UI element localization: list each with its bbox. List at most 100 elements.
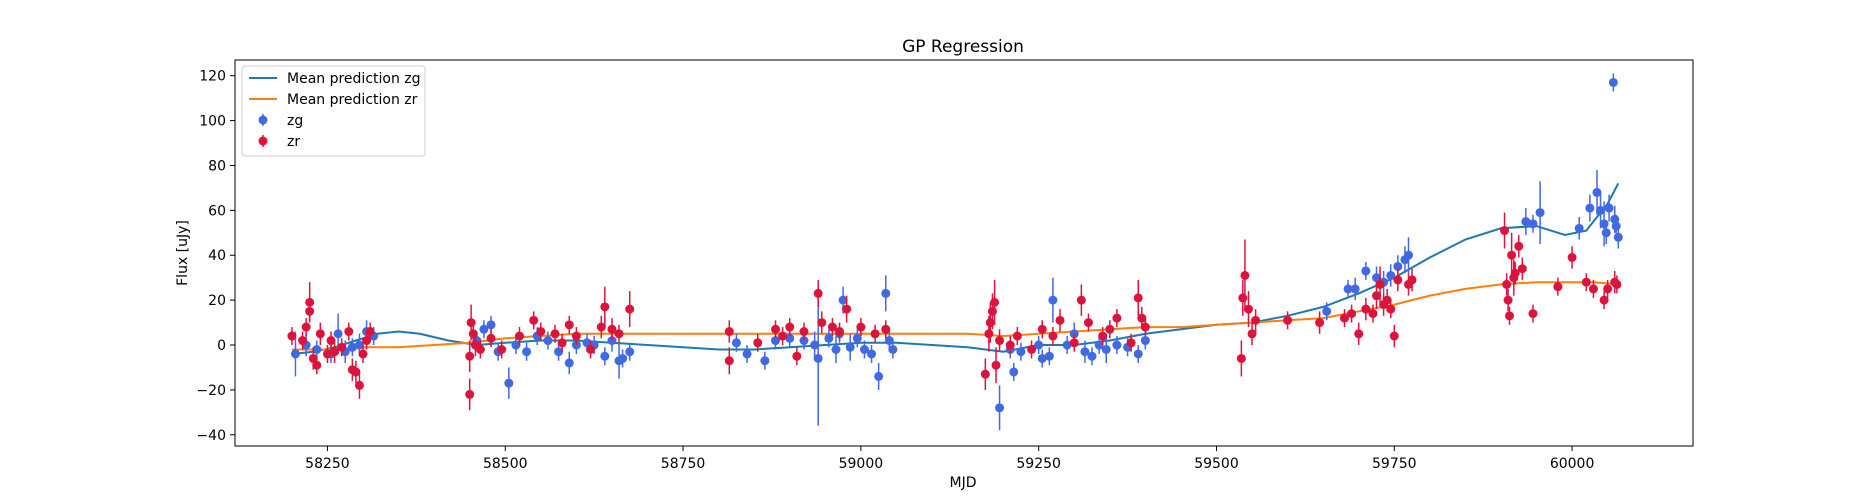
data-point-zr [614,329,624,339]
data-point-zg [582,338,592,348]
data-point-zr [813,288,823,298]
data-point-zg [625,347,635,357]
data-point-zr [1528,309,1538,319]
data-point-zg [564,358,574,368]
y-tick-label: 20 [208,293,226,309]
plot-area [287,73,1623,431]
legend: Mean prediction zg Mean prediction zr zg… [241,65,426,157]
data-point-zr [991,360,1001,370]
data-point-zr [1243,304,1253,314]
data-point-zg [838,295,848,305]
data-point-zr [1112,313,1122,323]
data-point-zg [1393,261,1403,271]
data-point-zr [1140,322,1150,332]
data-point-zg [1322,306,1332,316]
data-point-zr [1393,275,1403,285]
data-point-zg [1404,250,1414,260]
data-point-zr [1069,338,1079,348]
x-tick-label: 58250 [305,456,350,472]
data-point-zr [1133,293,1143,303]
data-point-zg [1112,340,1122,350]
data-point-zr [468,329,478,339]
data-point-zg [1610,214,1620,224]
data-point-zr [1076,295,1086,305]
data-point-zg [1361,266,1371,276]
data-point-zg [1080,347,1090,357]
data-point-zr [1505,311,1515,321]
data-point-zr [330,347,340,357]
data-point-zr [358,349,368,359]
data-point-zg [813,353,823,363]
data-point-zg [312,345,322,354]
data-point-zg [479,324,489,334]
data-point-zr [550,329,560,339]
data-point-zg [618,353,628,363]
data-point-zg [1613,232,1623,242]
data-point-zg [1016,347,1026,357]
data-point-zg [347,342,357,352]
data-point-zr [596,322,606,332]
data-point-zr [1382,295,1392,305]
chart-title: GP Regression [902,37,1024,57]
data-point-zr [557,338,567,348]
data-point-zr [354,380,364,390]
data-point-zg [742,349,752,359]
data-point-zr [778,331,788,341]
data-point-zr [1386,304,1396,314]
data-point-zr [298,336,308,346]
data-point-zr [475,345,485,354]
data-point-zr [1389,331,1399,341]
data-point-zr [362,336,372,346]
data-point-zr [1603,284,1613,294]
data-point-zg [771,336,781,346]
data-point-zr [985,318,995,328]
data-point-zr [312,360,322,370]
data-point-zg [995,403,1005,413]
data-point-zg [1140,336,1150,346]
data-point-zr [1500,226,1510,236]
data-point-zr [287,331,297,341]
data-point-zr [724,356,734,366]
data-point-zr [365,327,375,337]
data-point-zg [731,338,741,348]
data-point-zr [315,329,325,339]
legend-label-zr: zr [287,134,300,150]
data-point-zr [1098,331,1108,341]
data-point-zg [1604,203,1614,213]
data-point-zr [308,353,318,363]
legend-swatch-zg [258,114,268,126]
data-point-zr [1236,353,1246,363]
data-point-zg [1133,349,1143,359]
data-point-zr [536,327,546,337]
data-point-zr [564,320,574,330]
data-point-zg [1062,340,1072,350]
data-point-zg [824,333,834,343]
data-point-zg [1535,208,1545,218]
data-point-zg [874,371,884,381]
data-point-zg [600,351,610,361]
data-point-zr [799,327,809,337]
data-point-zr [1599,295,1609,305]
x-tick-label: 59750 [1372,456,1417,472]
data-point-zr [1340,313,1350,323]
y-tick-label: −20 [196,383,226,399]
data-point-zr [1612,279,1622,289]
data-point-zr [514,331,524,341]
x-tick-label: 60000 [1550,456,1595,472]
y-axis: −40 −20 0 20 40 60 80 100 120 [196,69,235,444]
data-point-zr [529,315,539,325]
series-zr [287,212,1622,411]
data-point-zr [1005,340,1015,350]
data-point-zr [881,324,891,334]
data-point-zr [301,322,311,332]
data-point-zg [1044,351,1054,361]
legend-label-zg: zg [287,113,303,129]
data-point-zg [859,345,869,354]
data-point-zr [1283,315,1293,325]
data-point-zg [1350,284,1360,294]
data-point-zg [504,378,514,388]
data-point-zr [870,329,880,339]
plot-frame [234,59,1694,447]
data-point-zr [835,327,845,337]
